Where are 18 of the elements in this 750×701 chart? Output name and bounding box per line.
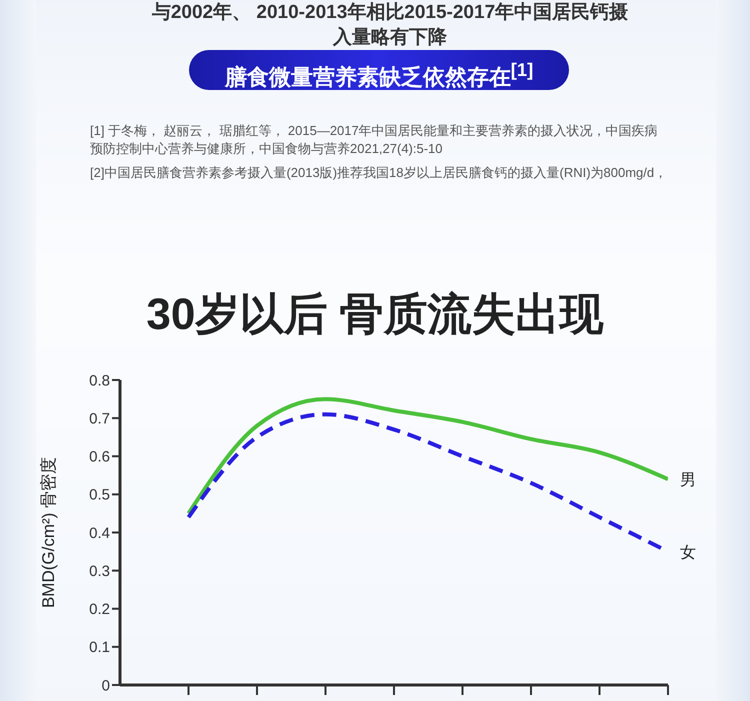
y-tick-label: 0.3 <box>89 562 110 580</box>
y-tick-label: 0.7 <box>89 410 110 428</box>
y-tick-label: 0.2 <box>89 601 110 618</box>
text: 膳食微量营养素缺乏依然存在$^{[1]}$ <box>189 50 569 90</box>
y-axis-title: BMD(G/cm²) 骨密度 <box>39 456 58 608</box>
line-series <box>186 397 668 516</box>
y-tick-label: 0.8 <box>89 372 110 390</box>
y-tick-label: 0.6 <box>89 448 110 466</box>
y-tick-label: 0.1 <box>89 639 110 656</box>
chart-title: 30岁以后 骨质流失出现 <box>145 289 605 341</box>
text: [2]中国居民膳食营养素参考摄入量(2013版)推荐我国18岁以上居民膳食钙的摄入量(RNI)为800mg/d， <box>90 164 668 182</box>
series-label: 女 <box>680 544 696 562</box>
y-tick-label: 0.5 <box>89 486 110 504</box>
y-tick-label: 0 <box>102 677 110 694</box>
text: [1] 于冬梅， 赵丽云， 琚腊红等， 2015—2017年中国居民能量和主要营养素的摄入状况，中国疾病预防控制中心营养与健康所，中国食物与营养2021,27(4):5-10 <box>90 122 659 158</box>
y-tick-label: 0.4 <box>89 524 110 542</box>
text: 与2002年、 2010-2013年相比2015-2017年中国居民钙摄入量略有下降 <box>150 1 630 50</box>
series-label: 男 <box>680 472 696 490</box>
